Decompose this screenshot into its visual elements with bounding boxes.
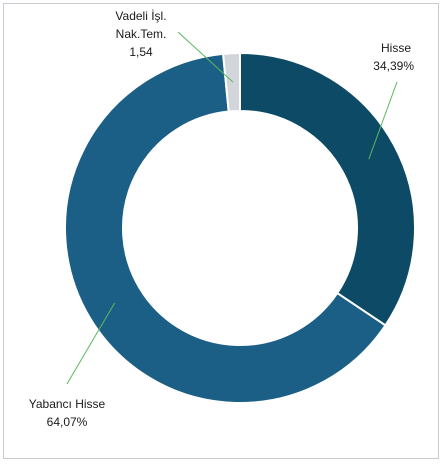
leader-vadeli-isl	[177, 31, 234, 83]
slice-hisse	[239, 51, 416, 327]
slice-yabanci-hisse	[64, 52, 387, 404]
leader-yabanci-hisse	[66, 302, 116, 385]
label-vadeli-line-2: Nak.Tem.	[116, 27, 167, 41]
leader-lines	[66, 31, 398, 385]
label-yabanci-hisse-name: Yabancı Hisse	[29, 397, 106, 411]
label-vadeli-value: 1,54	[129, 45, 153, 59]
label-vadeli-line-1: Vadeli İşl.	[115, 9, 166, 23]
donut-slices	[64, 51, 416, 404]
leader-hisse	[368, 81, 398, 160]
label-hisse-value: 34,39%	[373, 59, 414, 73]
label-hisse-name: Hisse	[381, 41, 411, 55]
slice-vadeli-isl	[222, 51, 241, 113]
label-yabanci-hisse-value: 64,07%	[47, 415, 88, 429]
